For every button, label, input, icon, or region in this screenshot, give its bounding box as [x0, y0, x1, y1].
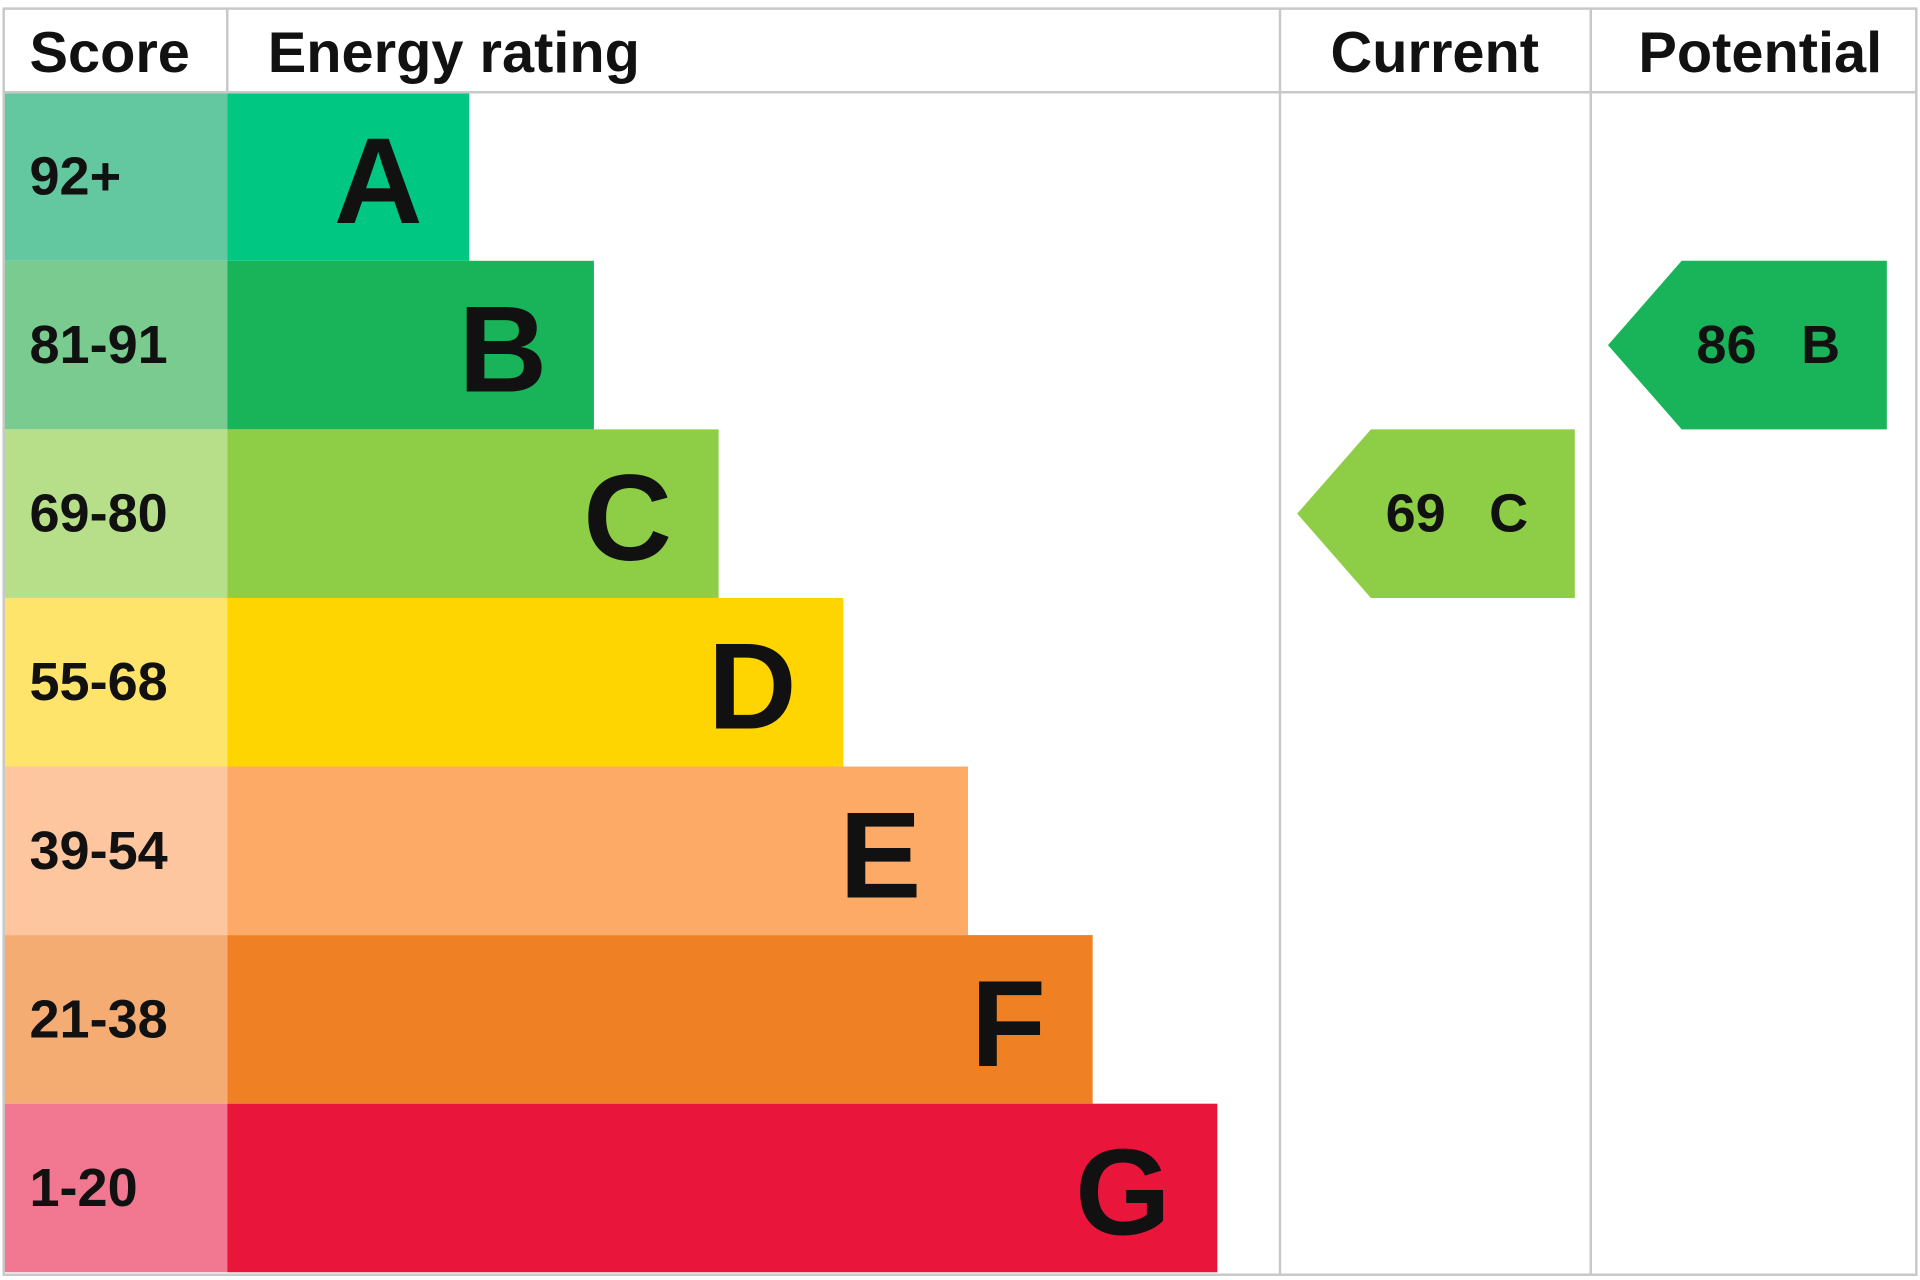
score-cell: [3, 260, 228, 430]
potential-score: 86: [1696, 315, 1756, 375]
score-label: 92+: [29, 146, 121, 206]
rating-letter: C: [583, 450, 672, 587]
rating-letter: A: [334, 113, 423, 250]
rating-bar: [227, 92, 470, 261]
score-cell: [3, 429, 228, 598]
score-cell: [3, 935, 228, 1104]
score-label: 69-80: [29, 484, 167, 544]
score-label: 81-91: [29, 315, 167, 375]
score-cell: [3, 766, 228, 936]
score-label: 39-54: [29, 821, 167, 881]
score-cell: [3, 1103, 228, 1273]
current-score: 69: [1386, 484, 1446, 544]
rating-bar: [227, 429, 719, 598]
current-arrow: [1297, 429, 1575, 598]
header-potential: Potential: [1638, 21, 1882, 85]
rating-letter: E: [839, 787, 921, 924]
table-border: [2, 7, 1918, 1276]
score-label: 21-38: [29, 989, 167, 1049]
score-label: 55-68: [29, 652, 167, 712]
current-rating: C: [1489, 484, 1528, 544]
potential-arrow: [1607, 260, 1887, 430]
rating-letter: F: [971, 956, 1046, 1093]
score-cell: [3, 597, 228, 767]
score-cell: [3, 92, 228, 261]
rating-bar: [227, 597, 844, 767]
header-score: Score: [29, 21, 189, 85]
score-label: 1-20: [29, 1158, 137, 1218]
rating-bar: [227, 1103, 1218, 1273]
rating-letter: B: [459, 281, 548, 418]
header-current: Current: [1331, 21, 1539, 85]
rating-letter: G: [1075, 1124, 1171, 1261]
rating-bar: [227, 766, 968, 936]
rating-bar: [227, 935, 1093, 1104]
potential-rating: B: [1801, 315, 1840, 375]
rating-bar: [227, 260, 594, 430]
header-energy-rating: Energy rating: [268, 21, 640, 85]
rating-letter: D: [708, 619, 797, 756]
